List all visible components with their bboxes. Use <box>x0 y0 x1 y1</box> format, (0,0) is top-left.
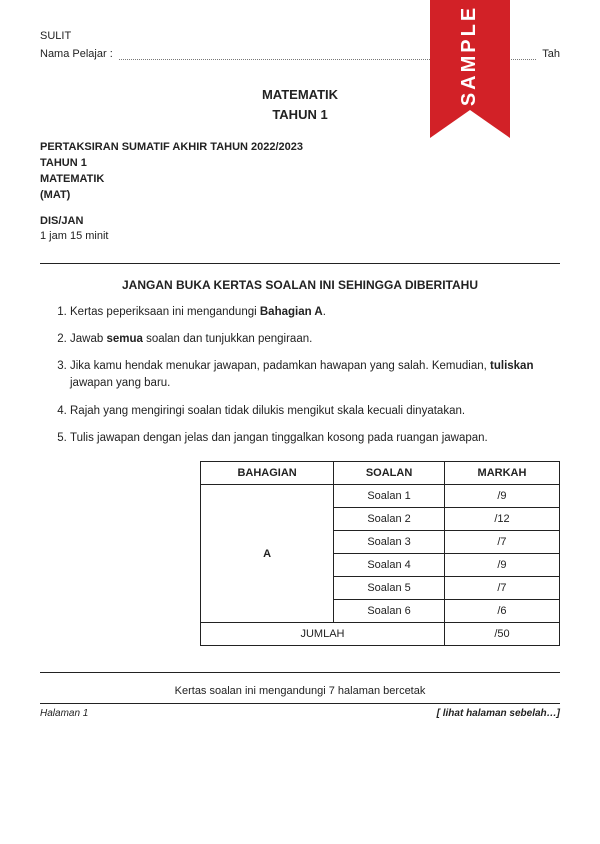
exam-cover-page: SAMPLE SULIT Nama Pelajar : Tah MATEMATI… <box>0 0 600 844</box>
marks-cell: /12 <box>444 508 559 531</box>
marks-cell: /7 <box>444 531 559 554</box>
assessment-block: PERTAKSIRAN SUMATIF AKHIR TAHUN 2022/202… <box>40 140 560 204</box>
instruction-text-post: jawapan yang baru. <box>70 377 170 389</box>
total-marks: /50 <box>444 623 559 646</box>
marks-table: BAHAGIAN SOALAN MARKAH A Soalan 1 /9 Soa… <box>200 461 560 646</box>
page-number: Halaman 1 <box>40 708 88 719</box>
instruction-text-post: . <box>323 306 326 318</box>
total-row: JUMLAH /50 <box>201 623 560 646</box>
question-cell: Soalan 3 <box>334 531 445 554</box>
instruction-text-pre: Tulis jawapan dengan jelas dan jangan ti… <box>70 432 488 444</box>
session-block: DIS/JAN 1 jam 15 minit <box>40 214 560 245</box>
table-header-row: BAHAGIAN SOALAN MARKAH <box>201 462 560 485</box>
col-question: SOALAN <box>334 462 445 485</box>
table-row: A Soalan 1 /9 <box>201 485 560 508</box>
ribbon-body: SAMPLE <box>430 0 510 110</box>
instructions-list: Kertas peperiksaan ini mengandungi Bahag… <box>44 304 556 448</box>
col-section: BAHAGIAN <box>201 462 334 485</box>
name-right-label: Tah <box>542 46 560 64</box>
assessment-line-2: TAHUN 1 <box>40 156 560 172</box>
total-label: JUMLAH <box>201 623 445 646</box>
instruction-text-pre: Jawab <box>70 333 106 345</box>
page-count-note: Kertas soalan ini mengandungi 7 halaman … <box>40 685 560 697</box>
instruction-text-post: soalan dan tunjukkan pengiraan. <box>143 333 312 345</box>
turn-over-note: [ lihat halaman sebelah…] <box>437 708 560 719</box>
instruction-text-pre: Jika kamu hendak menukar jawapan, padamk… <box>70 360 490 372</box>
session-period: DIS/JAN <box>40 214 560 229</box>
marks-cell: /7 <box>444 577 559 600</box>
ribbon-text: SAMPLE <box>459 4 482 105</box>
instruction-text-pre: Rajah yang mengiringi soalan tidak diluk… <box>70 405 465 417</box>
instruction-item: Kertas peperiksaan ini mengandungi Bahag… <box>70 304 556 321</box>
instruction-text-pre: Kertas peperiksaan ini mengandungi <box>70 306 260 318</box>
ribbon-tail-icon <box>430 110 510 138</box>
session-duration: 1 jam 15 minit <box>40 229 560 244</box>
assessment-line-1: PERTAKSIRAN SUMATIF AKHIR TAHUN 2022/202… <box>40 140 560 156</box>
footer-divider <box>40 703 560 704</box>
divider-bottom <box>40 672 560 673</box>
divider-top <box>40 263 560 264</box>
instruction-text-bold: tuliskan <box>490 360 533 372</box>
question-cell: Soalan 6 <box>334 600 445 623</box>
assessment-line-3: MATEMATIK <box>40 172 560 188</box>
instruction-text-bold: Bahagian A <box>260 306 323 318</box>
question-cell: Soalan 5 <box>334 577 445 600</box>
assessment-line-4: (MAT) <box>40 188 560 204</box>
instruction-item: Jika kamu hendak menukar jawapan, padamk… <box>70 358 556 393</box>
sample-ribbon: SAMPLE <box>430 0 510 140</box>
section-cell: A <box>201 485 334 623</box>
instructions-heading: JANGAN BUKA KERTAS SOALAN INI SEHINGGA D… <box>40 278 560 292</box>
question-cell: Soalan 4 <box>334 554 445 577</box>
question-cell: Soalan 2 <box>334 508 445 531</box>
instruction-item: Jawab semua soalan dan tunjukkan pengira… <box>70 331 556 348</box>
col-marks: MARKAH <box>444 462 559 485</box>
name-label: Nama Pelajar : <box>40 46 113 64</box>
footer-row: Halaman 1 [ lihat halaman sebelah…] <box>40 708 560 719</box>
instruction-item: Tulis jawapan dengan jelas dan jangan ti… <box>70 430 556 447</box>
question-cell: Soalan 1 <box>334 485 445 508</box>
marks-cell: /9 <box>444 554 559 577</box>
instruction-item: Rajah yang mengiringi soalan tidak diluk… <box>70 403 556 420</box>
marks-cell: /9 <box>444 485 559 508</box>
instruction-text-bold: semua <box>106 333 142 345</box>
marks-cell: /6 <box>444 600 559 623</box>
